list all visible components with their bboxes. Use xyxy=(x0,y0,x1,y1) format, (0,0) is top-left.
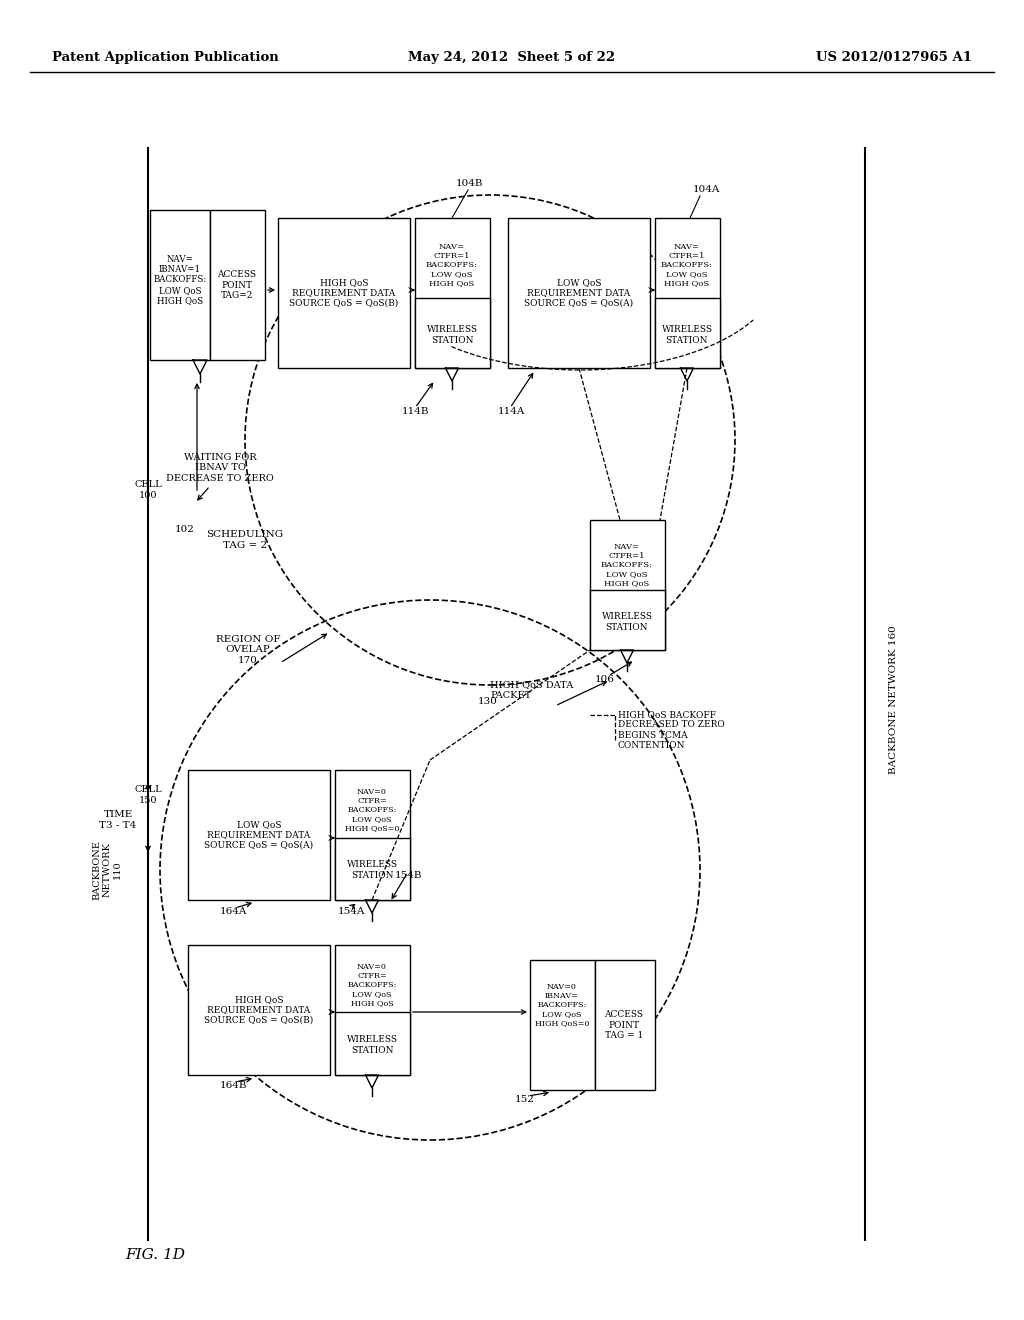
Text: 104A: 104A xyxy=(693,186,720,194)
Text: 130: 130 xyxy=(478,697,498,706)
Text: HIGH QoS
REQUIREMENT DATA
SOURCE QoS = QoS(B): HIGH QoS REQUIREMENT DATA SOURCE QoS = Q… xyxy=(205,995,313,1024)
Text: LOW QoS
REQUIREMENT DATA
SOURCE QoS = QoS(A): LOW QoS REQUIREMENT DATA SOURCE QoS = Qo… xyxy=(524,279,634,308)
Bar xyxy=(415,218,490,368)
Text: WIRELESS
STATION: WIRELESS STATION xyxy=(346,1035,397,1055)
Bar xyxy=(655,218,720,368)
Text: WIRELESS
STATION: WIRELESS STATION xyxy=(601,612,652,632)
Text: 154A: 154A xyxy=(338,908,366,916)
Text: LOW QoS
REQUIREMENT DATA
SOURCE QoS = QoS(A): LOW QoS REQUIREMENT DATA SOURCE QoS = Qo… xyxy=(205,820,313,850)
Bar xyxy=(335,838,410,900)
Text: 152: 152 xyxy=(515,1096,535,1105)
Text: WIRELESS
STATION: WIRELESS STATION xyxy=(346,861,397,879)
Text: CELL
150: CELL 150 xyxy=(134,785,162,805)
Text: 114A: 114A xyxy=(498,408,525,417)
Text: NAV=
IBNAV=1
BACKOFFS:
LOW QoS
HIGH QoS: NAV= IBNAV=1 BACKOFFS: LOW QoS HIGH QoS xyxy=(154,255,207,305)
Text: 102: 102 xyxy=(175,525,195,535)
Text: REGION OF
OVELAP
170: REGION OF OVELAP 170 xyxy=(216,635,281,665)
Text: NAV=0
IBNAV=
BACKOFFS:
LOW QoS
HIGH QoS=0: NAV=0 IBNAV= BACKOFFS: LOW QoS HIGH QoS=… xyxy=(535,982,589,1027)
Text: NAV=0
CTFR=
BACKOFFS:
LOW QoS
HIGH QoS: NAV=0 CTFR= BACKOFFS: LOW QoS HIGH QoS xyxy=(347,962,396,1007)
Bar xyxy=(415,298,490,368)
Bar xyxy=(335,770,410,900)
Text: SCHEDULING
TAG = 2: SCHEDULING TAG = 2 xyxy=(207,531,284,549)
Text: WAITING FOR
IBNAV TO
DECREASE TO ZERO: WAITING FOR IBNAV TO DECREASE TO ZERO xyxy=(166,453,273,483)
Text: BACKBONE NETWORK 160: BACKBONE NETWORK 160 xyxy=(889,626,897,775)
Bar xyxy=(335,1012,410,1074)
Text: NAV=
CTFR=1
BACKOFFS:
LOW QoS
HIGH QoS: NAV= CTFR=1 BACKOFFS: LOW QoS HIGH QoS xyxy=(426,243,478,288)
Bar xyxy=(335,945,410,1074)
Bar xyxy=(655,298,720,368)
Bar xyxy=(530,960,595,1090)
Text: 164A: 164A xyxy=(220,908,248,916)
Text: US 2012/0127965 A1: US 2012/0127965 A1 xyxy=(816,51,972,65)
Text: BACKBONE
NETWORK
110: BACKBONE NETWORK 110 xyxy=(92,840,122,900)
Text: FIG. 1D: FIG. 1D xyxy=(125,1247,185,1262)
Text: WIRELESS
STATION: WIRELESS STATION xyxy=(662,325,713,345)
Bar xyxy=(278,218,410,368)
Text: WIRELESS
STATION: WIRELESS STATION xyxy=(427,325,477,345)
Bar xyxy=(595,960,655,1090)
Bar xyxy=(590,520,665,649)
Text: May 24, 2012  Sheet 5 of 22: May 24, 2012 Sheet 5 of 22 xyxy=(409,51,615,65)
Bar xyxy=(188,770,330,900)
Text: HIGH QoS BACKOFF
DECREASED TO ZERO
BEGINS TCMA
CONTENTION: HIGH QoS BACKOFF DECREASED TO ZERO BEGIN… xyxy=(618,710,725,750)
Text: HIGH QoS DATA
PACKET: HIGH QoS DATA PACKET xyxy=(490,680,573,700)
Text: 164B: 164B xyxy=(220,1081,248,1089)
Text: NAV=0
CTFR=
BACKOFFS:
LOW QoS
HIGH QoS=0: NAV=0 CTFR= BACKOFFS: LOW QoS HIGH QoS=0 xyxy=(345,788,399,833)
Text: 106: 106 xyxy=(595,676,614,685)
Text: ACCESS
POINT
TAG=2: ACCESS POINT TAG=2 xyxy=(217,271,256,300)
Bar xyxy=(590,590,665,649)
Text: 154B: 154B xyxy=(395,871,423,880)
Bar xyxy=(150,210,210,360)
Text: 114B: 114B xyxy=(402,408,429,417)
Text: Patent Application Publication: Patent Application Publication xyxy=(52,51,279,65)
Bar xyxy=(188,945,330,1074)
Text: 104B: 104B xyxy=(457,178,483,187)
Text: TIME
T3 - T4: TIME T3 - T4 xyxy=(99,810,136,830)
Text: ACCESS
POINT
TAG = 1: ACCESS POINT TAG = 1 xyxy=(604,1010,643,1040)
Text: NAV=
CTFR=1
BACKOFFS:
LOW QoS
HIGH QoS: NAV= CTFR=1 BACKOFFS: LOW QoS HIGH QoS xyxy=(601,543,653,587)
Text: CELL
100: CELL 100 xyxy=(134,480,162,500)
Bar xyxy=(210,210,265,360)
Bar xyxy=(508,218,650,368)
Text: NAV=
CTFR=1
BACKOFFS:
LOW QoS
HIGH QoS: NAV= CTFR=1 BACKOFFS: LOW QoS HIGH QoS xyxy=(662,243,713,288)
Text: HIGH QoS
REQUIREMENT DATA
SOURCE QoS = QoS(B): HIGH QoS REQUIREMENT DATA SOURCE QoS = Q… xyxy=(290,279,398,308)
